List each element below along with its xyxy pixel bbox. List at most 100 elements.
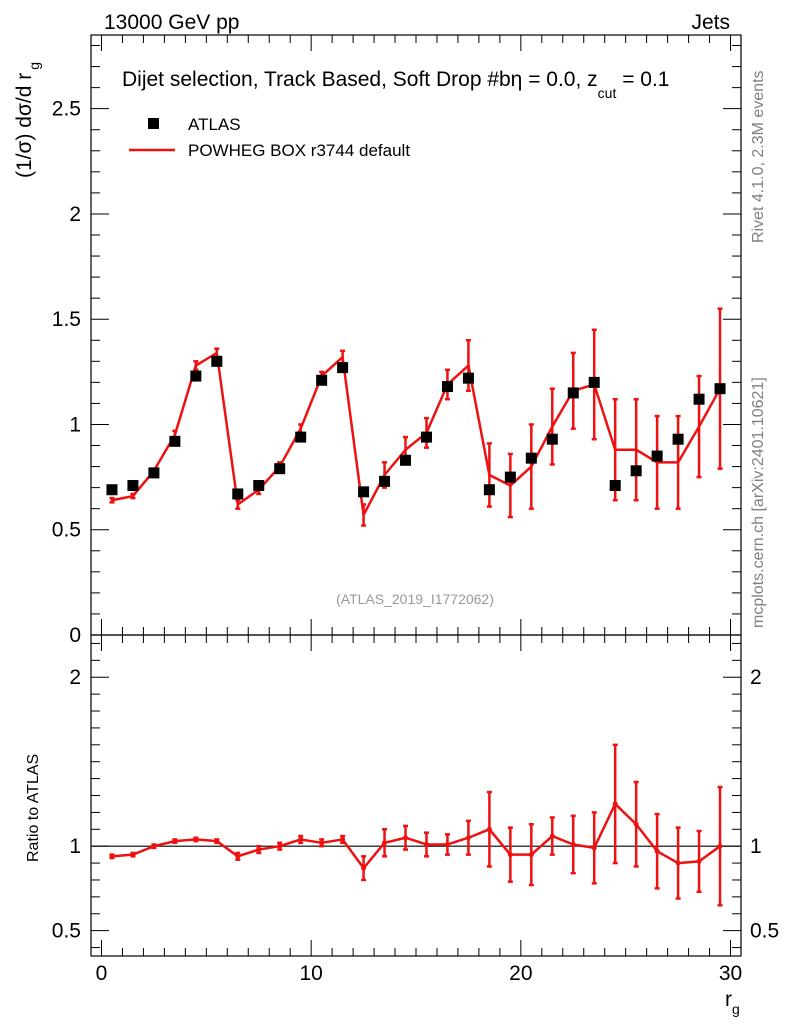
y-tick-label: 2.5 [52,98,81,121]
plot-title-sub: cut [598,85,617,101]
ratio-point [130,852,136,858]
ratio-axis-ticks [91,635,741,956]
y-axis-label: (1/σ) dσ/d r g [13,62,42,178]
ratio-point [654,848,660,854]
ratio-point [717,843,723,849]
y-tick-label: 2 [69,203,81,226]
ratio-point [172,838,178,844]
ratio-line [111,802,721,870]
ratio-point [298,836,304,842]
x-axis-label-sub: g [732,1001,740,1017]
ratio-point [633,821,639,827]
ratio-point [486,826,492,832]
ratio-point [423,841,429,847]
atlas-point [525,452,537,464]
atlas-point [358,486,370,498]
atlas-point [169,435,181,447]
atlas-point [693,393,705,405]
rivet-label: Rivet 4.1.0, 2.3M events [750,70,767,243]
ratio-point [570,841,576,847]
atlas-point [337,362,349,374]
ratio-y-tick-label-right: 2 [750,666,762,689]
ratio-point [675,860,681,866]
atlas-point [316,374,328,386]
analysis-watermark: (ATLAS_2019_I1772062) [336,591,494,607]
atlas-point [232,488,244,500]
y-tick-label: 0 [69,624,81,647]
atlas-point [127,480,139,492]
ratio-point [507,852,513,858]
ratio-point [528,852,534,858]
ratio-point [151,843,157,849]
ratio-point-markers [109,801,723,871]
main-axis-ticks [91,35,741,636]
ratio-point [465,835,471,841]
ratio-error-bars [109,743,723,907]
ratio-y-tick-label-left: 2 [69,666,81,689]
atlas-point [504,471,516,483]
atlas-point [567,387,579,399]
main-y-tick-labels: 0 0.5 1 1.5 2 2.5 [52,98,81,647]
y-tick-label: 1 [69,413,81,436]
atlas-point [483,484,495,496]
ratio-point [193,836,199,842]
atlas-points [106,355,726,500]
ratio-point [591,845,597,851]
atlas-point [651,450,663,462]
atlas-point [420,431,432,443]
atlas-point [546,433,558,445]
ratio-point [319,840,325,846]
ratio-point [277,843,283,849]
ratio-point [109,853,115,859]
y-tick-label: 1.5 [52,308,81,331]
atlas-point [630,465,642,477]
atlas-point [441,381,453,393]
atlas-point [714,383,726,395]
ratio-point [214,838,220,844]
atlas-point [148,467,160,479]
atlas-point [211,355,223,367]
ratio-point [235,853,241,859]
ratio-y-label: Ratio to ATLAS [25,754,42,862]
mcplots-label: mcplots.cern.ch [arXiv:2401.10621] [750,377,767,628]
plot-title-main: Dijet selection, Track Based, Soft Drop … [122,68,598,91]
main-panel: 0 0.5 1 1.5 2 2.5 Dijet selection, Track Base… [13,34,742,647]
x-tick-label: 10 [299,962,322,985]
y-axis-label-sub: g [26,62,42,70]
legend-atlas-label: ATLAS [188,115,241,134]
ratio-y-tick-label-left: 0.5 [52,920,81,943]
atlas-point [274,463,286,475]
ratio-y-tick-label-right: 1 [750,835,762,858]
atlas-point [379,475,391,487]
x-tick-labels: 0 10 20 30 [96,962,743,985]
ratio-point [612,801,618,807]
ratio-y-tick-label-left: 1 [69,835,81,858]
ratio-point [256,847,262,853]
y-tick-label: 0.5 [52,519,81,542]
ratio-frame [90,634,742,957]
atlas-point [190,370,202,382]
legend-powheg-label: POWHEG BOX r3744 default [188,141,410,160]
x-tick-label: 20 [509,962,532,985]
ratio-point [444,841,450,847]
jets-title: Jets [691,11,730,34]
ratio-point [403,835,409,841]
legend-atlas-marker [148,118,159,129]
x-tick-label: 0 [96,962,108,985]
ratio-point [382,840,388,846]
ratio-point [340,836,346,842]
plot-title-tail: = 0.1 [616,68,669,91]
ratio-point [549,833,555,839]
mc-error-bars [109,307,723,527]
plot-title: Dijet selection, Track Based, Soft Drop … [122,68,670,101]
ratio-point [696,858,702,864]
atlas-point [253,480,265,492]
atlas-point [609,480,621,492]
atlas-point [588,376,600,388]
x-axis-label-main: r [725,988,732,1011]
ratio-y-tick-label-right: 0.5 [750,920,779,943]
powheg-line [111,351,722,517]
ratio-y-tick-labels: 0.5 0.5 1 1 2 2 [52,666,779,942]
atlas-point [462,372,474,384]
